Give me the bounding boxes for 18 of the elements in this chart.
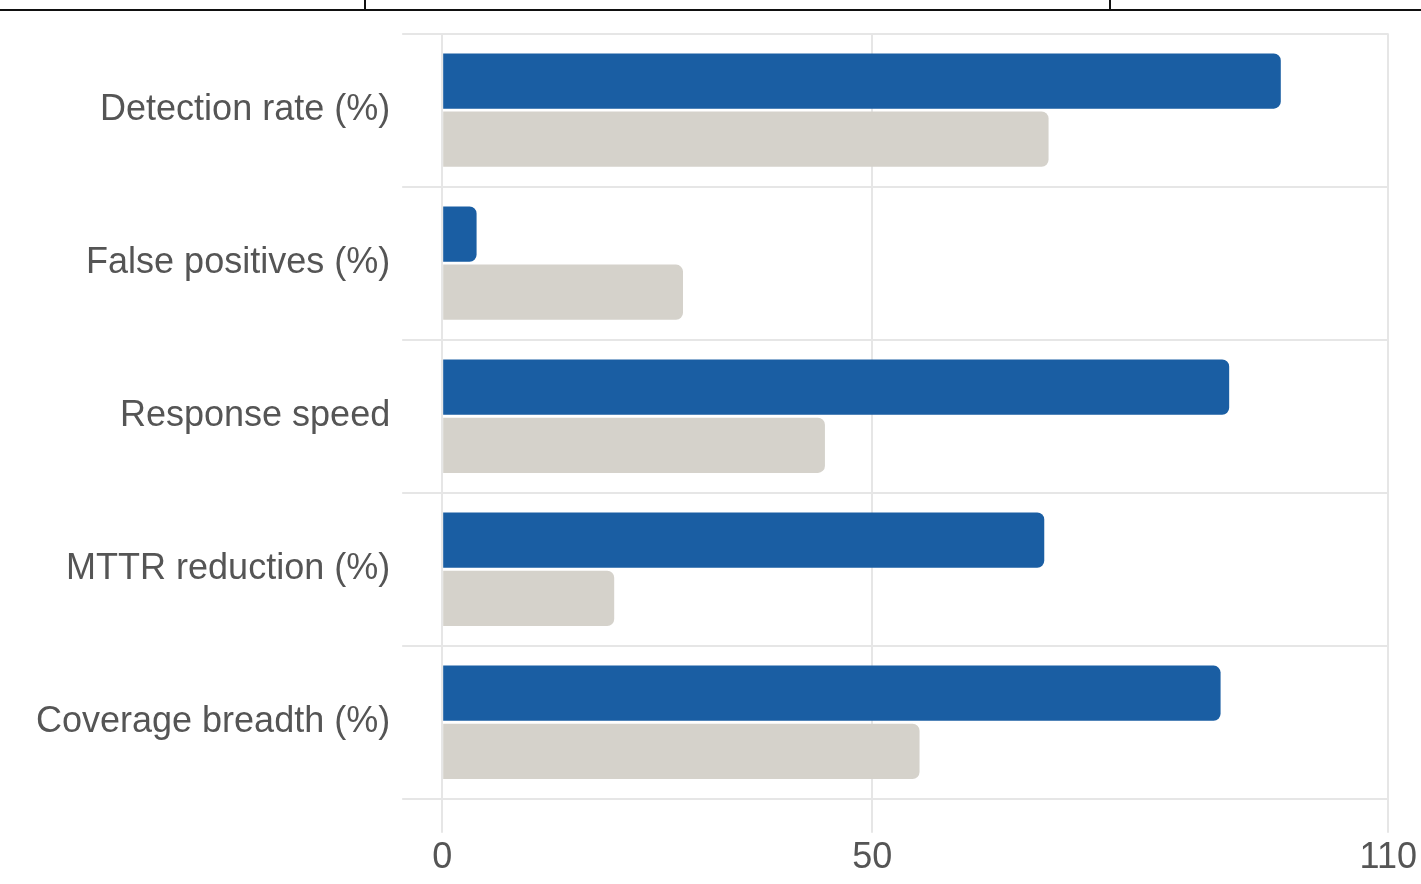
bar (443, 723, 920, 779)
bar (443, 417, 825, 473)
bar (443, 111, 1049, 167)
bar (443, 512, 1045, 568)
y-tick-label: Response speed (119, 393, 391, 435)
bar (443, 206, 477, 262)
y-tick-label: Coverage breadth (%) (35, 699, 391, 741)
bar (443, 53, 1281, 109)
x-tick-label: 110 (1359, 835, 1418, 877)
bar (443, 665, 1221, 721)
y-tick-label: Detection rate (%) (100, 87, 391, 129)
y-tick-label: MTTR reduction (%) (66, 546, 391, 588)
bar (443, 264, 684, 320)
y-tick-label: False positives (%) (86, 240, 391, 282)
bar (443, 359, 1230, 415)
x-tick-label: 0 (432, 835, 453, 877)
bar (443, 570, 615, 626)
x-tick-label: 50 (852, 835, 893, 877)
